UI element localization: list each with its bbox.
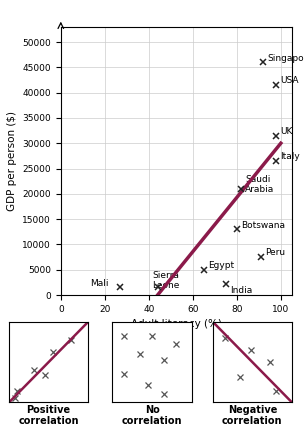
Text: Mali: Mali: [90, 279, 108, 288]
Text: Sierra
Leone: Sierra Leone: [152, 271, 179, 290]
Text: No
correlation: No correlation: [122, 405, 182, 426]
Text: Singapore: Singapore: [268, 54, 304, 63]
Text: Saudi
Arabia: Saudi Arabia: [245, 175, 275, 194]
Text: India: India: [230, 287, 252, 295]
Text: Peru: Peru: [265, 249, 285, 257]
Text: Positive
correlation: Positive correlation: [18, 405, 79, 426]
Text: Negative
correlation: Negative correlation: [222, 405, 283, 426]
Text: Italy: Italy: [281, 152, 300, 161]
Text: USA: USA: [281, 76, 299, 85]
X-axis label: Adult literacy (%): Adult literacy (%): [131, 319, 222, 329]
Text: Botswana: Botswana: [241, 220, 285, 230]
Text: Egypt: Egypt: [208, 261, 234, 270]
Text: UK: UK: [281, 127, 293, 136]
Y-axis label: GDP per person ($): GDP per person ($): [7, 111, 17, 211]
